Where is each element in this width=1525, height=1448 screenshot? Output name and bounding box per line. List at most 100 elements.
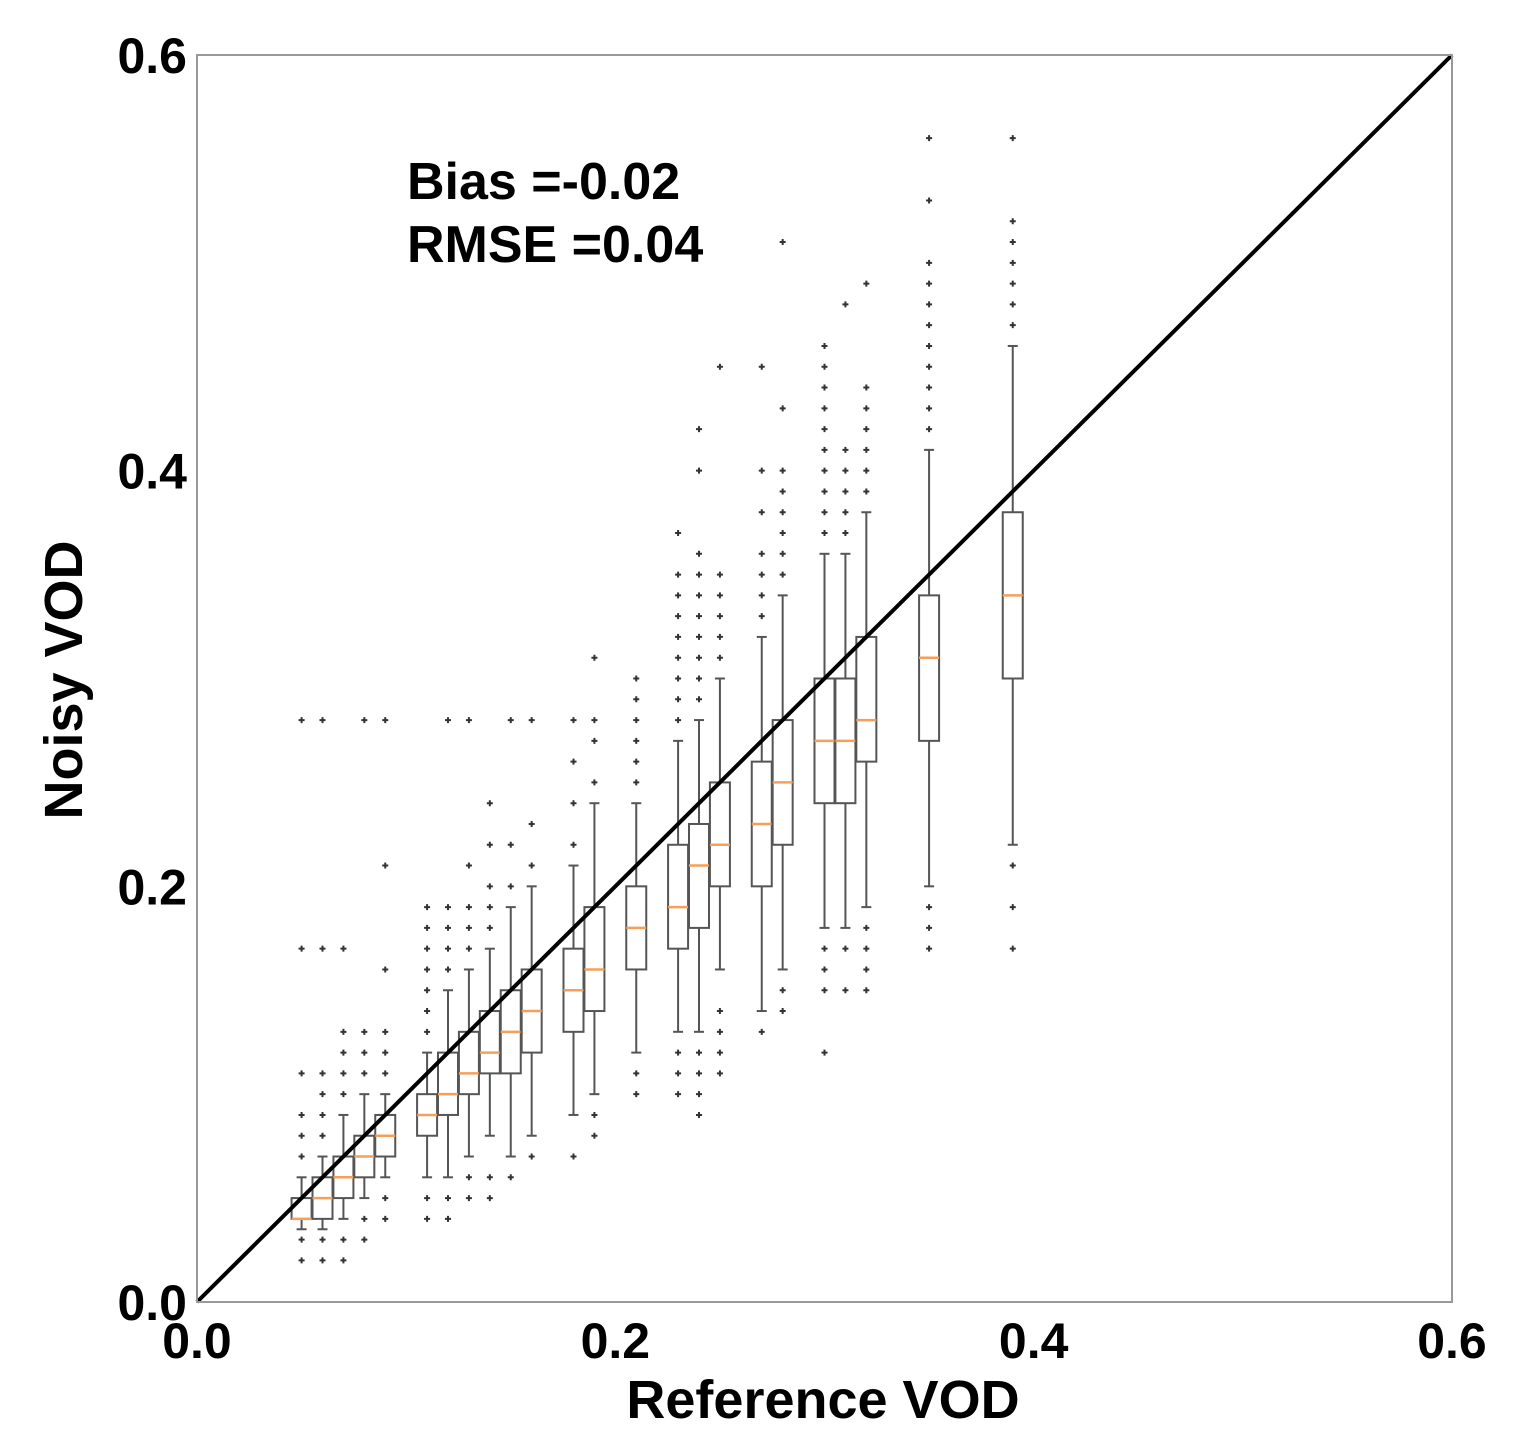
outlier-point xyxy=(821,987,828,994)
outlier-point xyxy=(1009,862,1016,869)
outlier-point xyxy=(758,550,765,557)
rmse-annotation: RMSE =0.04 xyxy=(407,216,703,274)
outlier-point xyxy=(319,945,326,952)
outlier-point xyxy=(298,717,305,724)
box-0.11 xyxy=(416,904,439,1222)
outlier-point xyxy=(486,924,493,931)
outlier-point xyxy=(675,633,682,640)
outlier-point xyxy=(340,1257,347,1264)
outlier-point xyxy=(821,426,828,433)
outlier-point xyxy=(696,1111,702,1118)
outlier-point xyxy=(298,1257,305,1264)
outlier-point xyxy=(361,1236,368,1243)
outlier-point xyxy=(863,966,870,973)
outlier-point xyxy=(821,405,828,412)
outlier-point xyxy=(758,1028,765,1035)
outlier-point xyxy=(633,696,640,703)
box-0.07 xyxy=(332,945,355,1264)
outlier-point xyxy=(779,239,786,246)
outlier-point xyxy=(633,1070,640,1077)
outlier-point xyxy=(696,1049,702,1056)
box-0.28 xyxy=(771,239,794,1015)
x-tick-label: 0.0 xyxy=(162,1313,232,1369)
box-0.31 xyxy=(834,301,857,994)
iqr-box xyxy=(708,781,731,888)
outlier-point xyxy=(570,841,577,848)
outlier-point xyxy=(716,654,723,661)
outlier-point xyxy=(758,613,765,620)
outlier-point xyxy=(821,467,828,474)
outlier-point xyxy=(926,405,933,412)
outlier-point xyxy=(696,1091,702,1098)
outlier-point xyxy=(361,1028,368,1035)
outlier-point xyxy=(319,1091,326,1098)
outlier-point xyxy=(675,675,682,682)
box-0.12 xyxy=(437,717,459,1222)
outlier-point xyxy=(361,1215,368,1222)
outlier-point xyxy=(716,1070,723,1077)
outlier-point xyxy=(319,1257,326,1264)
outlier-point xyxy=(675,1070,682,1077)
outlier-point xyxy=(926,904,933,911)
box-0.24 xyxy=(688,426,710,1118)
outlier-point xyxy=(842,987,849,994)
outlier-point xyxy=(570,717,577,724)
outlier-point xyxy=(696,675,702,682)
outlier-point xyxy=(821,945,828,952)
box-0.14 xyxy=(478,800,501,1202)
outlier-point xyxy=(926,135,933,142)
outlier-point xyxy=(445,945,451,952)
outlier-point xyxy=(716,1028,723,1035)
outlier-point xyxy=(675,613,682,620)
outlier-point xyxy=(507,1174,514,1181)
outlier-point xyxy=(842,488,849,495)
outlier-point xyxy=(863,405,870,412)
outlier-point xyxy=(821,363,828,370)
iqr-box xyxy=(290,1197,313,1220)
outlier-point xyxy=(716,592,723,599)
box-0.08 xyxy=(353,717,376,1243)
outlier-point xyxy=(424,1195,431,1202)
outlier-point xyxy=(716,1049,723,1056)
outlier-point xyxy=(591,1111,598,1118)
outlier-point xyxy=(842,945,849,952)
outlier-point xyxy=(340,1236,347,1243)
outlier-point xyxy=(1009,945,1016,952)
outlier-point xyxy=(465,945,472,952)
outlier-point xyxy=(926,342,933,349)
outlier-point xyxy=(465,717,472,724)
outlier-point xyxy=(319,717,326,724)
outlier-point xyxy=(507,883,514,890)
outlier-point xyxy=(675,592,682,599)
plot-frame xyxy=(196,54,1453,1303)
outlier-point xyxy=(758,592,765,599)
outlier-point xyxy=(1009,322,1016,329)
outlier-point xyxy=(1009,301,1016,308)
outlier-point xyxy=(382,862,389,869)
outlier-point xyxy=(696,467,702,474)
x-axis-label: Reference VOD xyxy=(626,1370,1019,1430)
box-0.3 xyxy=(813,342,836,1056)
outlier-point xyxy=(675,571,682,578)
outlier-point xyxy=(821,342,828,349)
outlier-point xyxy=(445,904,451,911)
outlier-point xyxy=(821,488,828,495)
outlier-point xyxy=(465,862,472,869)
y-axis-label: Noisy VOD xyxy=(34,540,94,819)
outlier-point xyxy=(486,904,493,911)
outlier-point xyxy=(591,717,598,724)
outlier-point xyxy=(758,467,765,474)
outlier-point xyxy=(633,758,640,765)
outlier-point xyxy=(926,301,933,308)
iqr-box xyxy=(918,594,941,742)
outlier-point xyxy=(633,737,640,744)
outlier-point xyxy=(821,1049,828,1056)
outlier-point xyxy=(842,446,849,453)
outlier-point xyxy=(821,509,828,516)
outlier-point xyxy=(926,259,933,266)
outlier-point xyxy=(298,1070,305,1077)
outlier-point xyxy=(758,363,765,370)
outlier-point xyxy=(424,966,431,973)
outlier-point xyxy=(863,488,870,495)
